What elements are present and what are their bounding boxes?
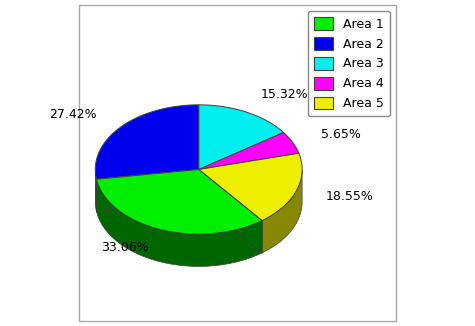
Text: 15.32%: 15.32% — [261, 88, 309, 101]
Polygon shape — [199, 133, 299, 170]
Polygon shape — [96, 170, 262, 234]
Text: 27.42%: 27.42% — [49, 108, 97, 121]
Polygon shape — [95, 105, 199, 179]
Polygon shape — [96, 170, 199, 212]
Polygon shape — [199, 105, 284, 170]
Polygon shape — [95, 171, 96, 212]
Polygon shape — [199, 153, 302, 221]
Text: 33.06%: 33.06% — [101, 241, 149, 254]
Legend: Area 1, Area 2, Area 3, Area 4, Area 5: Area 1, Area 2, Area 3, Area 4, Area 5 — [307, 11, 389, 116]
Polygon shape — [96, 179, 262, 266]
Polygon shape — [199, 170, 262, 253]
Text: 18.55%: 18.55% — [326, 190, 374, 203]
Polygon shape — [96, 170, 199, 212]
Polygon shape — [262, 171, 302, 253]
Polygon shape — [199, 170, 262, 253]
Text: 5.65%: 5.65% — [321, 128, 361, 141]
